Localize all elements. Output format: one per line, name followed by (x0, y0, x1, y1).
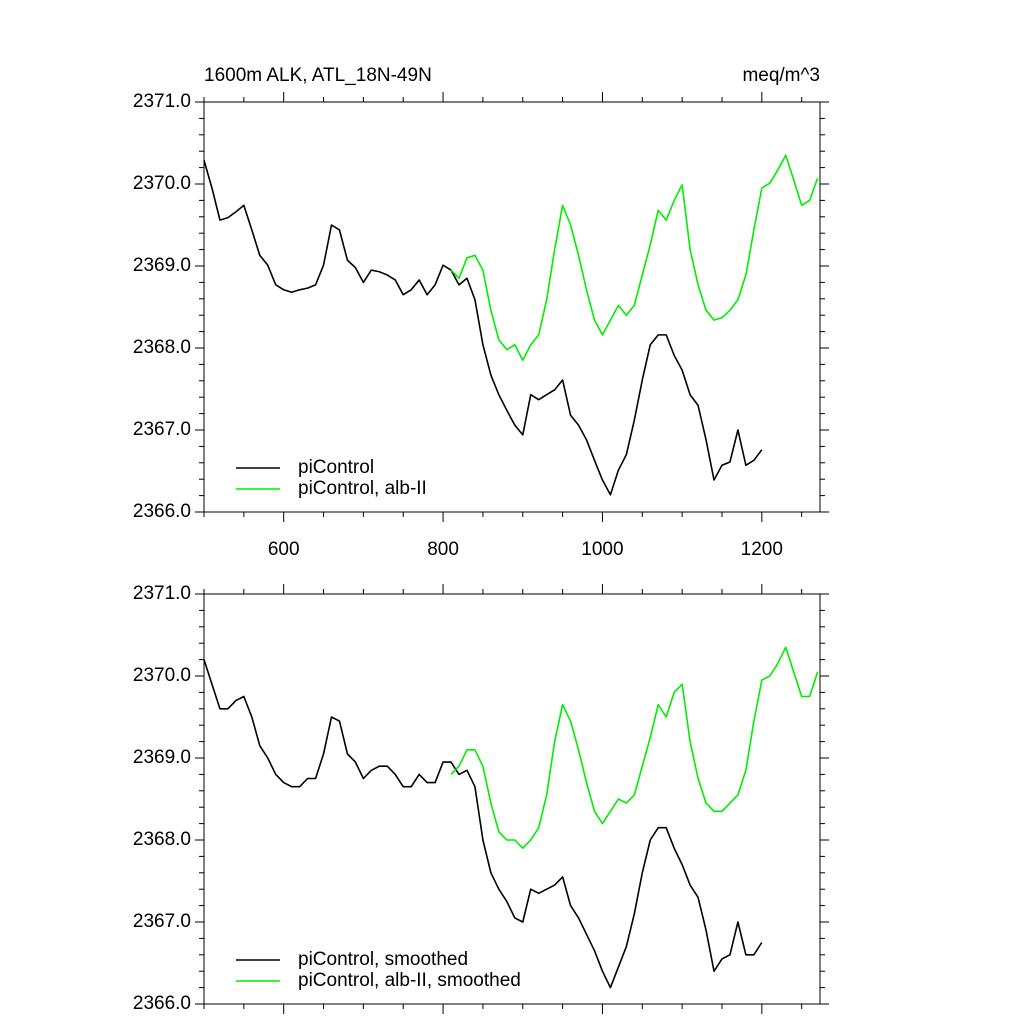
y-tick-label: 2370.0 (133, 665, 191, 686)
y-tick-label: 2370.0 (133, 173, 191, 194)
y-tick-label: 2371.0 (133, 91, 191, 112)
y-tick-label: 2367.0 (133, 419, 191, 440)
data-line (450, 154, 819, 362)
x-tick-label: 1000 (581, 539, 623, 560)
units-label: meq/m^3 (742, 65, 820, 86)
y-tick-label: 2369.0 (133, 747, 191, 768)
y-tick-label: 2367.0 (133, 911, 191, 932)
data-line (203, 659, 763, 989)
y-tick-label: 2366.0 (133, 993, 191, 1014)
y-tick-label: 2368.0 (133, 829, 191, 850)
y-tick-label: 2369.0 (133, 255, 191, 276)
plot-frame (203, 101, 821, 513)
legend-label: piControl, smoothed (298, 949, 468, 970)
data-line (203, 160, 763, 496)
x-tick-label: 1200 (741, 539, 783, 560)
chart-title: 1600m ALK, ATL_18N-49N (204, 65, 432, 86)
y-tick-label: 2371.0 (133, 583, 191, 604)
legend-label: piControl (298, 457, 374, 478)
x-tick-label: 800 (427, 539, 459, 560)
legend-label: piControl, alb-II, smoothed (298, 970, 521, 991)
x-tick-label: 600 (268, 539, 300, 560)
y-tick-label: 2366.0 (133, 501, 191, 522)
data-line (450, 646, 819, 849)
legend-label: piControl, alb-II (298, 478, 427, 499)
y-tick-label: 2368.0 (133, 337, 191, 358)
plot-frame (203, 593, 821, 1005)
